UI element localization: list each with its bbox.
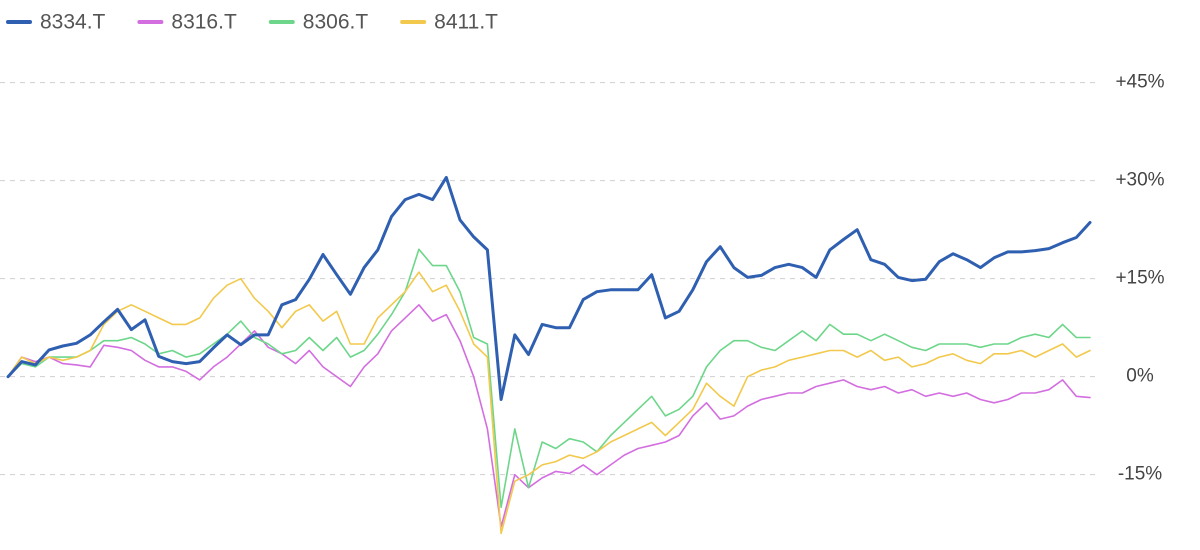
grid: +45% +30% +15% 0% -15% <box>0 72 1165 485</box>
legend-item[interactable]: 8411.T <box>400 11 498 34</box>
legend-item[interactable]: 8316.T <box>137 11 237 34</box>
legend-label: 8316.T <box>171 11 237 34</box>
series-line <box>6 175 1092 401</box>
y-tick-label: 0% <box>1126 366 1154 387</box>
legend-label: 8334.T <box>40 11 106 34</box>
y-tick-label: -15% <box>1118 464 1162 485</box>
legend[interactable]: 8334.T 8316.T 8306.T 8411.T <box>6 11 498 34</box>
legend-label: 8306.T <box>303 11 369 34</box>
series-line <box>7 271 1091 535</box>
y-tick-label: +45% <box>1115 72 1164 93</box>
y-tick-label: +30% <box>1115 170 1164 191</box>
lines <box>6 175 1092 535</box>
legend-item[interactable]: 8334.T <box>6 11 106 34</box>
legend-item[interactable]: 8306.T <box>268 11 369 34</box>
legend-label: 8411.T <box>434 11 498 34</box>
series-line <box>7 248 1091 509</box>
series-line <box>7 304 1091 528</box>
y-tick-label: +15% <box>1115 268 1164 289</box>
